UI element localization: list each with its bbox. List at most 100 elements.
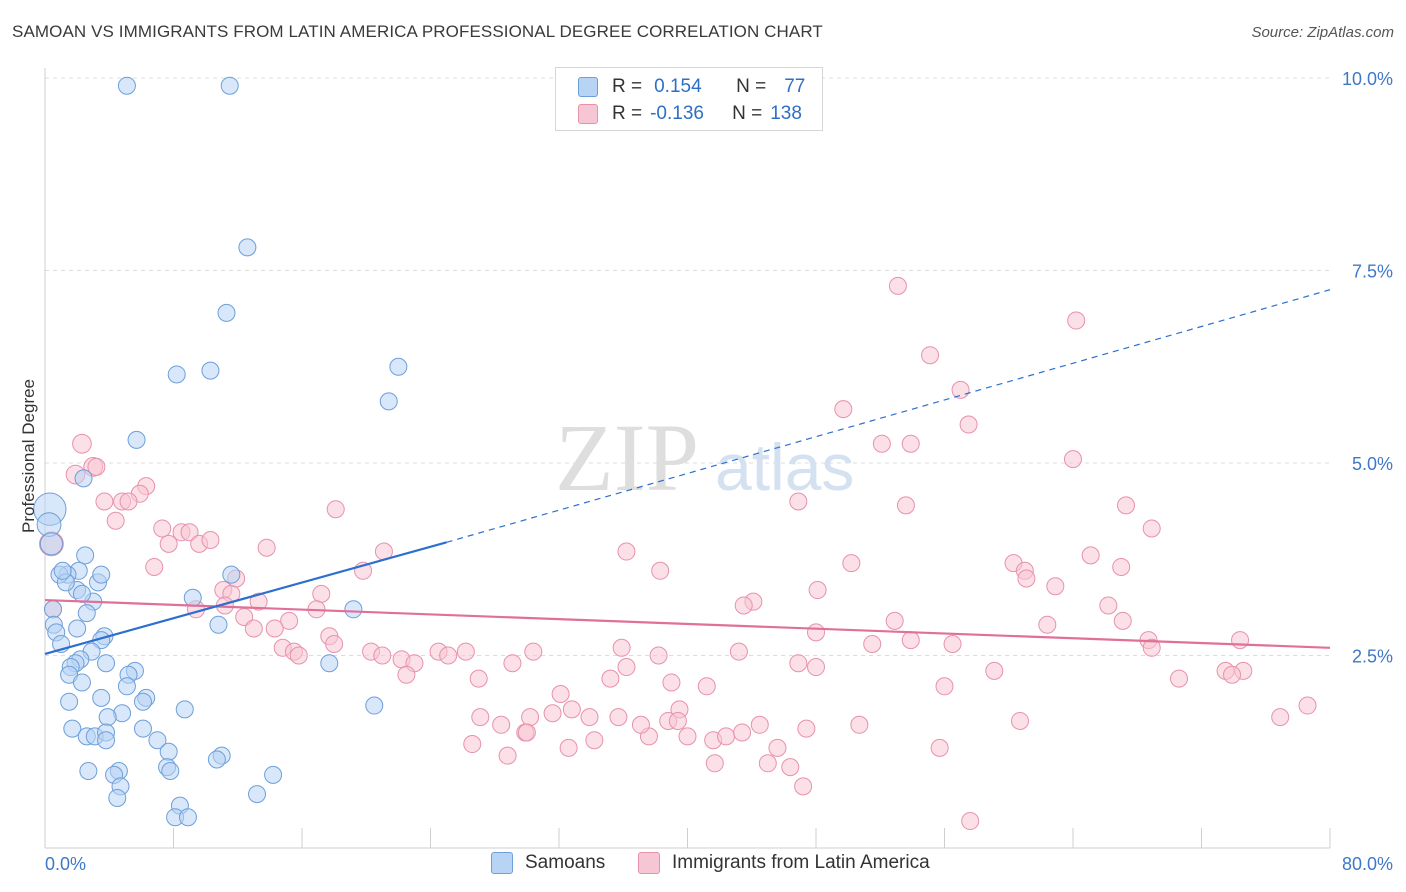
latin-america-point [159, 534, 178, 553]
latin-america-point [1081, 546, 1100, 565]
n-label: N = [736, 76, 767, 97]
latin-america-point [559, 738, 578, 757]
latin-america-point [1113, 611, 1132, 630]
latin-america-point [612, 638, 631, 657]
latin-america-point [921, 346, 940, 365]
legend-row-samoans: R = 0.154 N = 77 [578, 75, 805, 99]
legend-label-samoans: Samoans [525, 852, 606, 873]
latin-america-point [651, 561, 670, 580]
legend-swatch-pink [578, 104, 598, 124]
latin-america-point [662, 673, 681, 692]
latin-america-point [153, 519, 172, 538]
samoan-point [108, 788, 127, 807]
y-tick-label: 10.0% [1342, 69, 1393, 89]
latin-america-point [729, 642, 748, 661]
latin-america-point [697, 677, 716, 696]
latin-america-point [145, 557, 164, 576]
samoan-point [77, 604, 96, 623]
latin-america-point [668, 711, 687, 730]
latin-america-point [456, 642, 475, 661]
latin-america-point [1067, 311, 1086, 330]
latin-america-point [517, 723, 536, 742]
samoan-point [72, 584, 91, 603]
samoan-point [98, 708, 117, 727]
latin-america-point [397, 665, 416, 684]
samoan-point [248, 785, 267, 804]
samoan-point [92, 688, 111, 707]
latin-america-point [1271, 708, 1290, 727]
samoan-point [201, 361, 220, 380]
stats-legend: R = 0.154 N = 77 R = -0.136 N = 138 [555, 67, 823, 131]
samoan-point [344, 600, 363, 619]
samoan-point [209, 615, 228, 634]
latin-america-point [95, 492, 114, 511]
latin-america-point [1046, 577, 1065, 596]
latin-america-point [631, 715, 650, 734]
latin-america-point [1142, 519, 1161, 538]
samoan-point [379, 392, 398, 411]
samoan-point [97, 731, 116, 750]
latin-america-point [863, 634, 882, 653]
watermark-zip: ZIP [555, 404, 699, 511]
samoan-point [220, 76, 239, 95]
legend-row-latin-america: R = -0.136 N = 138 [578, 102, 802, 126]
n-label: N = [732, 103, 763, 124]
latin-america-point [794, 777, 813, 796]
samoan-point [183, 588, 202, 607]
y-tick-label: 7.5% [1352, 262, 1393, 282]
latin-america-trendline [44, 598, 1331, 649]
latin-america-point [119, 492, 138, 511]
latin-america-point [1117, 496, 1136, 515]
samoan-point [148, 731, 167, 750]
latin-america-point [312, 584, 331, 603]
latin-america-point [180, 523, 199, 542]
latin-america-point [896, 496, 915, 515]
samoan-point [365, 696, 384, 715]
samoan-point [264, 765, 283, 784]
latin-america-point [265, 619, 284, 638]
latin-america-point [842, 554, 861, 573]
latin-america-point [1223, 665, 1242, 684]
latin-america-point [1099, 596, 1118, 615]
samoan-point [79, 762, 98, 780]
latin-america-point [850, 715, 869, 734]
latin-america-point [1017, 569, 1036, 588]
latin-america-point [580, 708, 599, 727]
watermark-atlas: atlas [715, 430, 854, 504]
y-tick-label: 2.5% [1352, 647, 1393, 667]
latin-america-point [1142, 638, 1161, 657]
legend-item-samoans: Samoans [491, 852, 605, 874]
latin-america-point [463, 735, 482, 754]
samoan-point [217, 303, 236, 322]
latin-america-point [439, 646, 458, 665]
latin-america-point [201, 531, 220, 549]
latin-america-point [503, 654, 522, 673]
n-value: 77 [784, 76, 806, 97]
latin-america-point [649, 646, 668, 665]
latin-america-point [1010, 711, 1029, 730]
latin-america-point [901, 631, 920, 650]
latin-america-point [106, 511, 125, 530]
samoan-point [133, 719, 152, 738]
legend-swatch-pink [638, 852, 660, 874]
latin-america-point [521, 708, 540, 727]
samoan-point [53, 561, 72, 580]
latin-america-point [1298, 696, 1317, 715]
x-tick-label: 0.0% [45, 854, 86, 874]
latin-america-point [733, 723, 752, 742]
r-value: 0.154 [654, 76, 702, 97]
latin-america-point [901, 434, 920, 453]
samoan-point [133, 692, 152, 711]
n-value: 138 [770, 103, 802, 124]
latin-america-point [524, 642, 543, 661]
samoan-point [60, 692, 79, 711]
latin-america-point [789, 492, 808, 511]
latin-america-point [834, 400, 853, 419]
samoan-point [74, 469, 93, 488]
latin-america-point [72, 433, 92, 454]
latin-america-point [943, 634, 962, 653]
samoan-point [39, 532, 63, 556]
latin-america-point [617, 658, 636, 677]
samoan-point [222, 565, 241, 584]
trend-layer [44, 289, 1331, 656]
